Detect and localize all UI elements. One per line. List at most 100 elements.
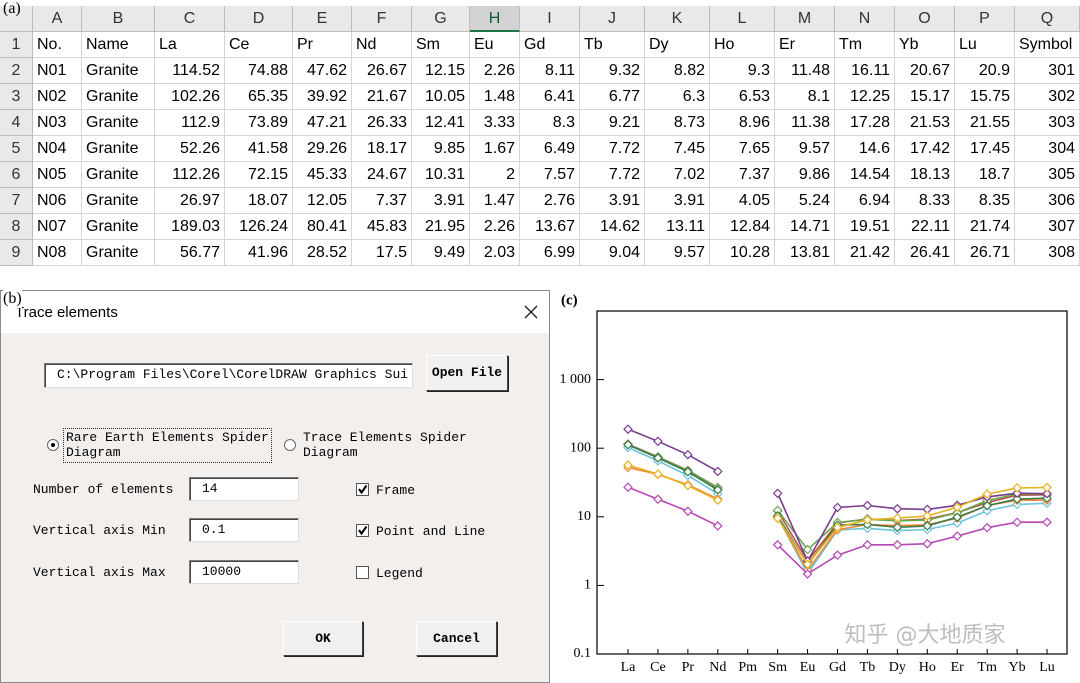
cell[interactable]: 1.67: [470, 136, 520, 162]
row-header[interactable]: 2: [0, 58, 33, 84]
cell[interactable]: Nd: [352, 32, 412, 58]
cell[interactable]: 6.53: [710, 84, 775, 110]
cell[interactable]: 26.71: [955, 240, 1015, 266]
cell[interactable]: Name: [82, 32, 155, 58]
cell[interactable]: 9.04: [580, 240, 645, 266]
cell[interactable]: 10.28: [710, 240, 775, 266]
cell[interactable]: 8.3: [520, 110, 580, 136]
cell[interactable]: 3.33: [470, 110, 520, 136]
cell[interactable]: 3.91: [580, 188, 645, 214]
cell[interactable]: Tm: [835, 32, 895, 58]
cell[interactable]: 302: [1015, 84, 1080, 110]
cell[interactable]: 10.05: [412, 84, 470, 110]
cell[interactable]: 8.33: [895, 188, 955, 214]
cell[interactable]: 8.73: [645, 110, 710, 136]
cell[interactable]: 18.7: [955, 162, 1015, 188]
cell[interactable]: 6.94: [835, 188, 895, 214]
cell[interactable]: 21.74: [955, 214, 1015, 240]
row-header[interactable]: 7: [0, 188, 33, 214]
cell[interactable]: 112.9: [155, 110, 225, 136]
cell[interactable]: 12.25: [835, 84, 895, 110]
cell[interactable]: 2: [470, 162, 520, 188]
cell[interactable]: Granite: [82, 162, 155, 188]
cell[interactable]: 6.3: [645, 84, 710, 110]
column-header[interactable]: I: [520, 6, 580, 32]
cell[interactable]: 2.03: [470, 240, 520, 266]
cell[interactable]: 26.97: [155, 188, 225, 214]
cell[interactable]: 18.13: [895, 162, 955, 188]
field-input[interactable]: 10000: [189, 560, 299, 584]
cell[interactable]: Granite: [82, 214, 155, 240]
cell[interactable]: 308: [1015, 240, 1080, 266]
cell[interactable]: 9.49: [412, 240, 470, 266]
column-header[interactable]: O: [895, 6, 955, 32]
cell[interactable]: 80.41: [293, 214, 352, 240]
column-header[interactable]: M: [775, 6, 835, 32]
cell[interactable]: 8.11: [520, 58, 580, 84]
cell[interactable]: Granite: [82, 188, 155, 214]
cell[interactable]: 74.88: [225, 58, 293, 84]
cell[interactable]: 41.58: [225, 136, 293, 162]
open-file-button[interactable]: Open File: [426, 355, 508, 391]
cell[interactable]: 12.41: [412, 110, 470, 136]
cell[interactable]: 9.57: [775, 136, 835, 162]
cell[interactable]: 6.41: [520, 84, 580, 110]
checkbox[interactable]: [356, 566, 369, 579]
cell[interactable]: 12.15: [412, 58, 470, 84]
row-header[interactable]: 4: [0, 110, 33, 136]
cell[interactable]: 16.11: [835, 58, 895, 84]
cell[interactable]: Lu: [955, 32, 1015, 58]
cell[interactable]: Dy: [645, 32, 710, 58]
cell[interactable]: N03: [33, 110, 82, 136]
cell[interactable]: 306: [1015, 188, 1080, 214]
cell[interactable]: 15.75: [955, 84, 1015, 110]
row-header[interactable]: 8: [0, 214, 33, 240]
field-input[interactable]: 0.1: [189, 518, 299, 542]
cell[interactable]: 73.89: [225, 110, 293, 136]
cancel-button[interactable]: Cancel: [416, 621, 497, 656]
cell[interactable]: 8.1: [775, 84, 835, 110]
cell[interactable]: 305: [1015, 162, 1080, 188]
cell[interactable]: 9.57: [645, 240, 710, 266]
cell[interactable]: 7.72: [580, 136, 645, 162]
cell[interactable]: Yb: [895, 32, 955, 58]
cell[interactable]: 45.83: [352, 214, 412, 240]
column-header[interactable]: F: [352, 6, 412, 32]
row-header[interactable]: 3: [0, 84, 33, 110]
cell[interactable]: 17.28: [835, 110, 895, 136]
column-header[interactable]: L: [710, 6, 775, 32]
cell[interactable]: Pr: [293, 32, 352, 58]
close-button[interactable]: [523, 304, 539, 320]
cell[interactable]: 47.62: [293, 58, 352, 84]
cell[interactable]: 20.67: [895, 58, 955, 84]
cell[interactable]: La: [155, 32, 225, 58]
cell[interactable]: 29.26: [293, 136, 352, 162]
column-header[interactable]: K: [645, 6, 710, 32]
column-header[interactable]: Q: [1015, 6, 1080, 32]
cell[interactable]: 41.96: [225, 240, 293, 266]
column-header[interactable]: A: [33, 6, 82, 32]
cell[interactable]: N02: [33, 84, 82, 110]
cell[interactable]: N01: [33, 58, 82, 84]
cell[interactable]: 12.84: [710, 214, 775, 240]
cell[interactable]: 21.95: [412, 214, 470, 240]
column-header[interactable]: P: [955, 6, 1015, 32]
cell[interactable]: 28.52: [293, 240, 352, 266]
cell[interactable]: 14.62: [580, 214, 645, 240]
cell[interactable]: 12.05: [293, 188, 352, 214]
cell[interactable]: 10.31: [412, 162, 470, 188]
cell[interactable]: 6.77: [580, 84, 645, 110]
cell[interactable]: 21.42: [835, 240, 895, 266]
cell[interactable]: 301: [1015, 58, 1080, 84]
column-header[interactable]: E: [293, 6, 352, 32]
cell[interactable]: 2.26: [470, 214, 520, 240]
cell[interactable]: N05: [33, 162, 82, 188]
cell[interactable]: 7.37: [352, 188, 412, 214]
cell[interactable]: 7.37: [710, 162, 775, 188]
cell[interactable]: 9.3: [710, 58, 775, 84]
cell[interactable]: 1.47: [470, 188, 520, 214]
cell[interactable]: 39.92: [293, 84, 352, 110]
cell[interactable]: 189.03: [155, 214, 225, 240]
cell[interactable]: 13.67: [520, 214, 580, 240]
cell[interactable]: 102.26: [155, 84, 225, 110]
